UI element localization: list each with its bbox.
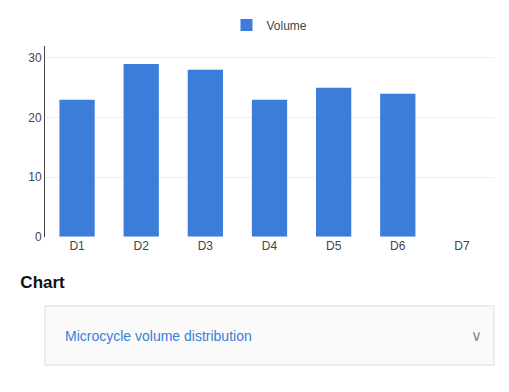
- svg-text:0: 0: [35, 230, 42, 244]
- svg-text:D5: D5: [326, 239, 342, 253]
- svg-text:Volume: Volume: [267, 19, 307, 33]
- svg-text:∨: ∨: [471, 327, 482, 344]
- svg-text:D2: D2: [134, 239, 150, 253]
- svg-text:D1: D1: [69, 239, 85, 253]
- svg-text:Microcycle volume distribution: Microcycle volume distribution: [65, 328, 252, 344]
- svg-text:D6: D6: [390, 239, 406, 253]
- svg-text:20: 20: [28, 111, 42, 125]
- svg-text:30: 30: [28, 51, 42, 65]
- svg-text:D7: D7: [454, 239, 470, 253]
- svg-text:10: 10: [28, 170, 42, 184]
- svg-text:D3: D3: [198, 239, 214, 253]
- svg-text:D4: D4: [262, 239, 278, 253]
- svg-text:Chart: Chart: [20, 273, 65, 292]
